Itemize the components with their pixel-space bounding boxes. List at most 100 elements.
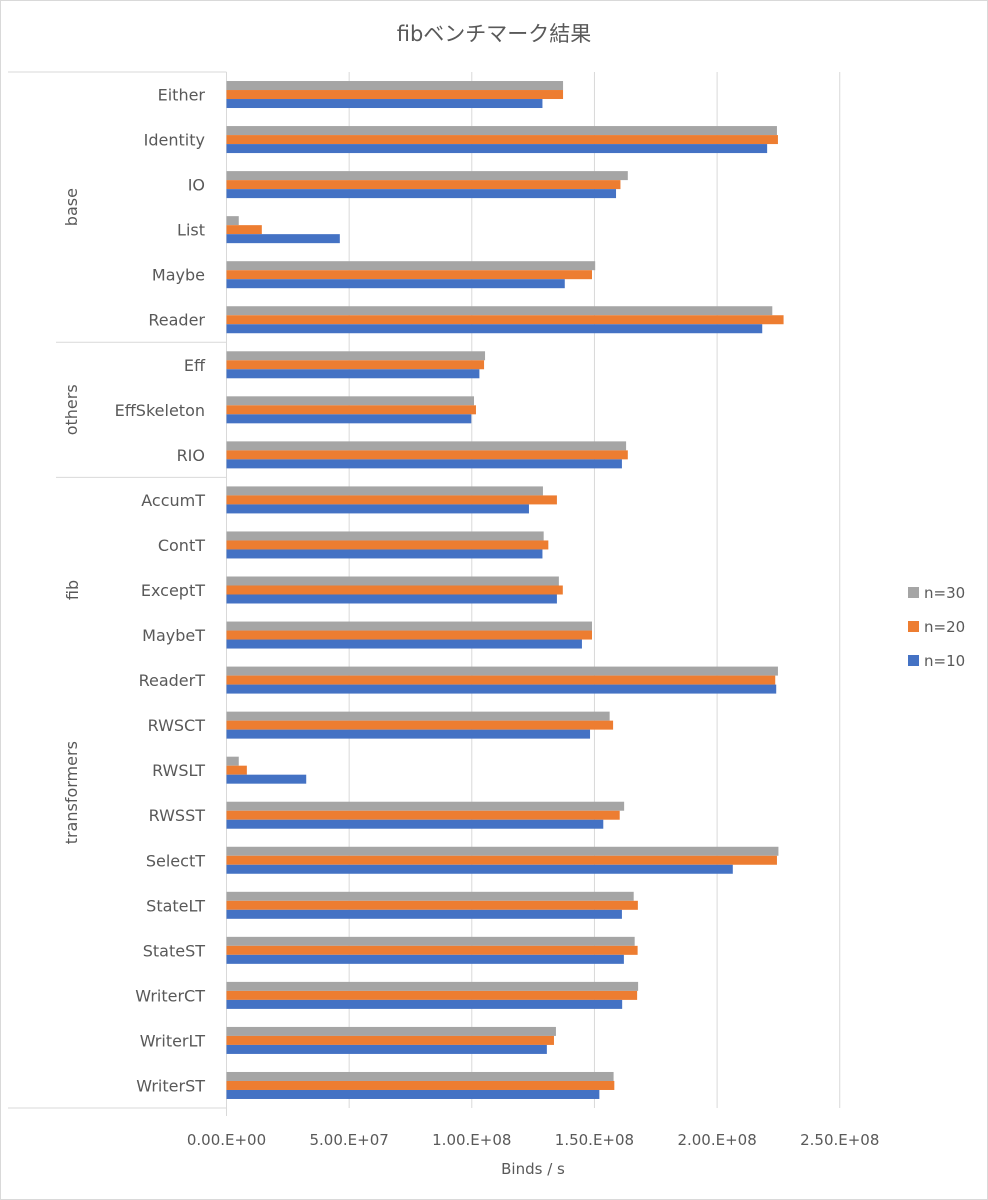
bar-n30-StateLT — [226, 891, 634, 901]
bar-n10-ExceptT — [226, 594, 557, 604]
legend-label-n30: n=30 — [924, 584, 965, 602]
bar-n30-RIO — [226, 441, 627, 451]
group-label-others: others — [62, 384, 81, 435]
category-label: WriterST — [136, 1076, 205, 1095]
group-label-base: base — [62, 188, 81, 226]
y-axis-title: fib — [63, 580, 82, 600]
x-tick-label: 1.50.E+08 — [555, 1131, 634, 1149]
x-axis-title: Binds / s — [501, 1160, 565, 1178]
legend-swatch-n10 — [908, 655, 919, 666]
bar-n20-RIO — [226, 450, 628, 460]
chart-title: fibベンチマーク結果 — [397, 22, 592, 46]
bar-n30-SelectT — [226, 846, 779, 856]
x-tick-label: 5.00.E+07 — [309, 1131, 388, 1149]
bar-n10-AccumT — [226, 504, 529, 514]
bar-n20-StateST — [226, 945, 638, 955]
bar-n30-EffSkeleton — [226, 396, 475, 406]
category-label: Maybe — [152, 266, 205, 285]
x-tick-label: 2.50.E+08 — [800, 1131, 879, 1149]
x-tick-label: 0.00.E+00 — [187, 1131, 266, 1149]
legend-swatch-n30 — [908, 587, 919, 598]
category-label: Eff — [184, 356, 206, 375]
bars — [226, 81, 784, 1099]
bar-n30-RWSCT — [226, 711, 610, 721]
bar-n30-WriterCT — [226, 981, 639, 991]
bar-n10-StateLT — [226, 909, 622, 919]
bar-n30-List — [226, 216, 239, 226]
bar-n10-RWSST — [226, 819, 604, 829]
bar-n30-WriterLT — [226, 1026, 556, 1036]
bar-n30-ReaderT — [226, 666, 778, 676]
category-label: Identity — [144, 131, 205, 150]
bar-n30-Reader — [226, 306, 773, 316]
x-tick-label: 2.00.E+08 — [677, 1131, 756, 1149]
bar-n10-StateST — [226, 954, 624, 964]
bar-n10-MaybeT — [226, 639, 582, 649]
bar-n20-RWSCT — [226, 720, 614, 730]
category-label: Reader — [148, 311, 205, 330]
bar-n10-IO — [226, 189, 617, 199]
category-label: ExceptT — [141, 581, 205, 600]
bar-n20-WriterLT — [226, 1035, 554, 1045]
legend-label-n20: n=20 — [924, 618, 965, 636]
category-label: AccumT — [141, 491, 205, 510]
bar-n20-WriterST — [226, 1080, 615, 1090]
bar-n20-AccumT — [226, 495, 557, 505]
category-label: WriterCT — [135, 986, 205, 1005]
bar-n10-RWSLT — [226, 774, 307, 784]
bar-n20-ContT — [226, 540, 549, 550]
bar-n10-WriterST — [226, 1089, 600, 1099]
bar-n30-Maybe — [226, 261, 596, 271]
category-label: ReaderT — [139, 671, 206, 690]
category-label: MaybeT — [142, 626, 205, 645]
category-labels: Either Identity IO List Maybe Reader Eff EffSke… — [115, 86, 206, 1096]
category-label: StateST — [143, 941, 206, 960]
bar-n30-RWSLT — [226, 756, 239, 766]
x-tick-label: 1.00.E+08 — [432, 1131, 511, 1149]
gridlines — [348, 72, 841, 1108]
bar-n10-Reader — [226, 324, 763, 334]
bar-n10-SelectT — [226, 864, 733, 874]
bar-n20-MaybeT — [226, 630, 592, 640]
bar-n20-EffSkeleton — [226, 405, 476, 415]
category-label: WriterLT — [140, 1031, 206, 1050]
bar-n20-SelectT — [226, 855, 777, 865]
bar-n20-List — [226, 225, 262, 235]
bar-n10-ReaderT — [226, 684, 777, 694]
category-label: EffSkeleton — [115, 401, 205, 420]
bar-n10-Maybe — [226, 279, 565, 289]
bar-n10-WriterCT — [226, 999, 623, 1009]
bar-n20-Maybe — [226, 270, 592, 280]
bar-n20-IO — [226, 180, 621, 190]
bar-n20-Identity — [226, 135, 778, 145]
bar-n30-ContT — [226, 531, 544, 541]
bar-n10-WriterLT — [226, 1044, 547, 1054]
bar-n30-Eff — [226, 351, 486, 361]
bar-n10-RWSCT — [226, 729, 591, 739]
bar-n20-WriterCT — [226, 990, 638, 1000]
bar-n10-Eff — [226, 369, 480, 379]
bar-n30-StateST — [226, 936, 635, 946]
bar-n30-WriterST — [226, 1071, 614, 1081]
category-label: RWSST — [149, 806, 206, 825]
bar-n20-Reader — [226, 315, 784, 325]
legend: n=30 n=20 n=10 — [908, 584, 965, 670]
bar-n30-AccumT — [226, 486, 543, 496]
bar-n10-Either — [226, 99, 543, 109]
legend-label-n10: n=10 — [924, 652, 965, 670]
bar-n20-StateLT — [226, 900, 638, 910]
category-label: List — [177, 221, 205, 240]
bar-n10-RIO — [226, 459, 622, 469]
bar-n20-RWSLT — [226, 765, 247, 775]
x-tick-labels: 0.00.E+00 5.00.E+07 1.00.E+08 1.50.E+08 2.00… — [187, 1131, 880, 1149]
bar-n30-Either — [226, 81, 564, 91]
legend-swatch-n20 — [908, 621, 919, 632]
category-label: StateLT — [146, 896, 205, 915]
category-label: RWSCT — [148, 716, 206, 735]
bar-n30-RWSST — [226, 801, 625, 811]
category-label: IO — [188, 176, 205, 195]
bar-n20-Eff — [226, 360, 485, 370]
bar-n30-ExceptT — [226, 576, 559, 586]
group-labels: base others transformers — [56, 188, 227, 844]
